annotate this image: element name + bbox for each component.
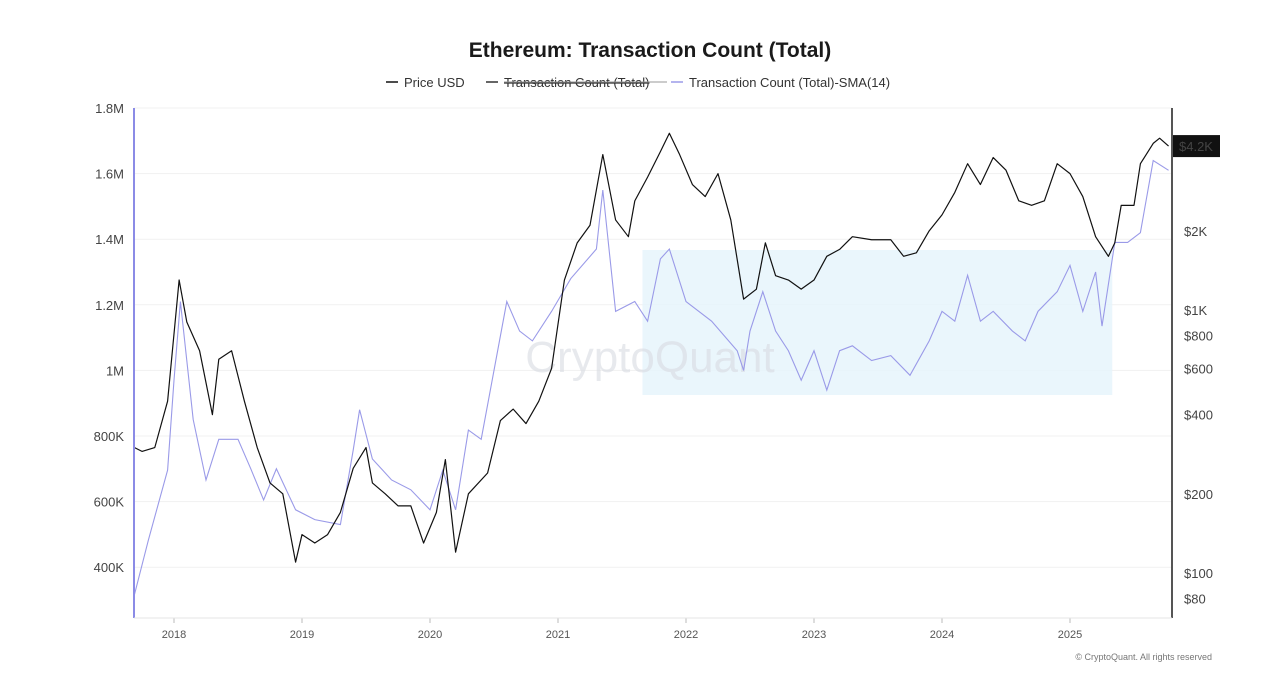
right-tick-label: $100 [1184, 566, 1213, 581]
right-tick-label: $80 [1184, 591, 1206, 606]
x-tick-label: 2021 [546, 629, 570, 641]
current-price-label: $4.2K [1179, 139, 1213, 154]
series-line-price-usd [134, 132, 1169, 563]
x-tick-label: 2022 [674, 629, 698, 641]
x-tick-label: 2024 [930, 629, 954, 641]
series-line-tx-count-sma14 [133, 159, 1169, 596]
left-tick-label: 1.6M [95, 167, 124, 182]
left-tick-label: 800K [94, 429, 125, 444]
watermark: CryptoQuant [525, 333, 774, 382]
legend-item-0: Price USD [404, 75, 465, 90]
highlight-region [642, 250, 1113, 395]
right-tick-label: $400 [1184, 408, 1213, 423]
left-tick-label: 600K [94, 495, 125, 510]
x-tick-label: 2020 [418, 629, 442, 641]
left-tick-label: 1.2M [95, 298, 124, 313]
right-tick-label: $200 [1184, 487, 1213, 502]
chart-title: Ethereum: Transaction Count (Total) [469, 39, 831, 62]
legend-item-2: Transaction Count (Total)-SMA(14) [689, 75, 890, 90]
x-tick-label: 2019 [290, 629, 314, 641]
left-tick-label: 1.4M [95, 232, 124, 247]
right-tick-label: $1K [1184, 303, 1207, 318]
x-tick-label: 2018 [162, 629, 186, 641]
legend: Price USD Transaction Count (Total) Transa… [386, 75, 890, 90]
right-tick-label: $800 [1184, 328, 1213, 343]
current-price-badge [1173, 135, 1220, 158]
right-tick-label: $600 [1184, 361, 1213, 376]
left-tick-label: 1M [106, 363, 124, 378]
footer-copyright: © CryptoQuant. All rights reserved [1075, 652, 1212, 662]
right-tick-label: $2K [1184, 224, 1207, 239]
x-tick-label: 2025 [1058, 629, 1082, 641]
left-tick-label: 400K [94, 560, 125, 575]
left-tick-label: 1.8M [95, 101, 124, 116]
series-group [133, 132, 1169, 596]
x-tick-label: 2023 [802, 629, 826, 641]
axis-ticks: 1.8M 1.6M 1.4M 1.2M 1M 800K 600K 400K $2K $1K $800… [94, 101, 1220, 641]
